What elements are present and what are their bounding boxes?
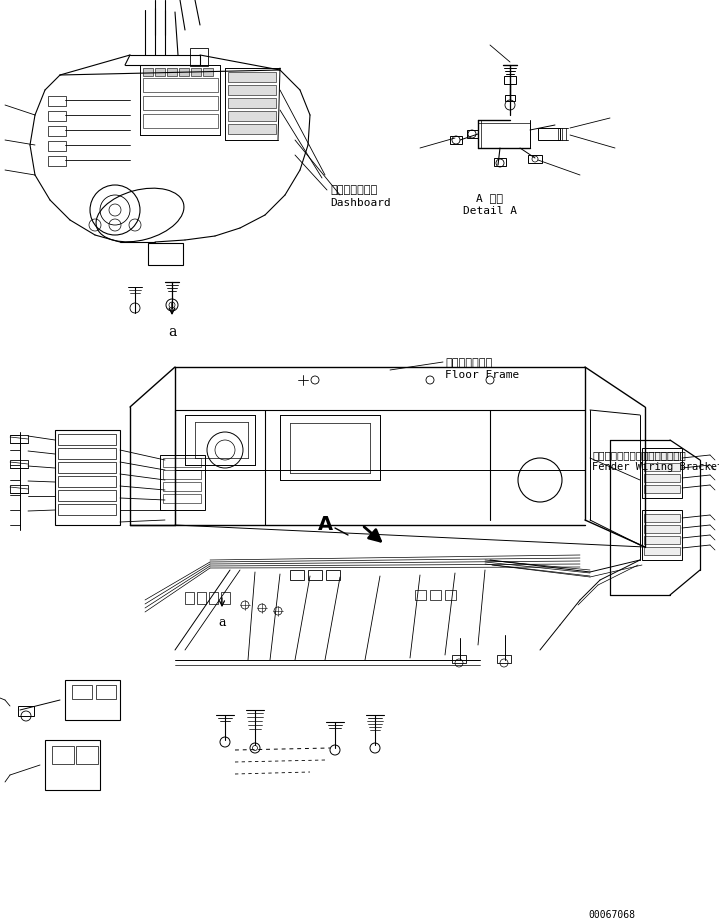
- Bar: [58, 490, 116, 501]
- Bar: [190, 48, 208, 66]
- Bar: [143, 114, 218, 128]
- Bar: [538, 128, 560, 140]
- Bar: [505, 95, 515, 101]
- Bar: [644, 485, 680, 493]
- Bar: [45, 740, 100, 790]
- Bar: [143, 96, 218, 110]
- Bar: [497, 655, 511, 663]
- Bar: [197, 592, 206, 604]
- Bar: [65, 680, 120, 720]
- Bar: [203, 68, 213, 76]
- Bar: [644, 547, 680, 555]
- Bar: [326, 570, 340, 580]
- Bar: [143, 78, 218, 92]
- Bar: [10, 485, 28, 493]
- Text: Detail A: Detail A: [463, 206, 517, 216]
- Text: 00067068: 00067068: [588, 910, 635, 920]
- Bar: [148, 243, 183, 265]
- Bar: [48, 141, 66, 151]
- Bar: [18, 706, 34, 716]
- Bar: [48, 126, 66, 136]
- Bar: [163, 470, 201, 479]
- Bar: [445, 590, 456, 600]
- Bar: [58, 476, 116, 487]
- Bar: [179, 68, 189, 76]
- Text: Dashboard: Dashboard: [330, 198, 390, 208]
- Bar: [228, 85, 276, 95]
- Bar: [644, 514, 680, 522]
- Text: フロアフレーム: フロアフレーム: [445, 358, 493, 368]
- Text: Fender Wiring Bracket: Fender Wiring Bracket: [592, 462, 719, 472]
- Bar: [72, 685, 92, 699]
- Bar: [48, 111, 66, 121]
- Bar: [191, 68, 201, 76]
- Bar: [163, 482, 201, 491]
- Bar: [494, 158, 506, 166]
- Bar: [228, 111, 276, 121]
- Bar: [644, 536, 680, 544]
- Bar: [52, 746, 74, 764]
- Text: Floor Frame: Floor Frame: [445, 370, 519, 380]
- Bar: [58, 504, 116, 515]
- Bar: [155, 68, 165, 76]
- Bar: [504, 76, 516, 84]
- Bar: [209, 592, 218, 604]
- Bar: [308, 570, 322, 580]
- Text: a: a: [219, 616, 226, 629]
- Bar: [10, 460, 28, 468]
- Bar: [163, 458, 201, 467]
- Bar: [642, 510, 682, 560]
- Text: A: A: [317, 515, 333, 535]
- Bar: [160, 455, 205, 510]
- Bar: [58, 462, 116, 473]
- Bar: [644, 452, 680, 460]
- Bar: [467, 130, 478, 138]
- Bar: [221, 592, 230, 604]
- Text: a: a: [168, 325, 176, 339]
- Bar: [452, 655, 466, 663]
- Bar: [430, 590, 441, 600]
- Bar: [185, 592, 194, 604]
- Bar: [167, 68, 177, 76]
- Bar: [528, 155, 542, 163]
- Bar: [228, 124, 276, 134]
- Bar: [644, 525, 680, 533]
- Text: A 詳細: A 詳細: [477, 193, 503, 203]
- Bar: [644, 463, 680, 471]
- Bar: [48, 156, 66, 166]
- Bar: [76, 746, 98, 764]
- Bar: [290, 570, 304, 580]
- Bar: [58, 434, 116, 445]
- Text: ダッシュボード: ダッシュボード: [330, 185, 377, 195]
- Bar: [55, 430, 120, 525]
- Bar: [96, 685, 116, 699]
- Bar: [163, 494, 201, 503]
- Bar: [48, 96, 66, 106]
- Bar: [58, 448, 116, 459]
- Bar: [450, 136, 462, 144]
- Bar: [143, 68, 153, 76]
- Bar: [642, 448, 682, 498]
- Bar: [10, 435, 28, 443]
- Text: フェンダワイヤリングブラケット: フェンダワイヤリングブラケット: [592, 450, 686, 460]
- Bar: [415, 590, 426, 600]
- Bar: [228, 98, 276, 108]
- Bar: [228, 72, 276, 82]
- Bar: [644, 474, 680, 482]
